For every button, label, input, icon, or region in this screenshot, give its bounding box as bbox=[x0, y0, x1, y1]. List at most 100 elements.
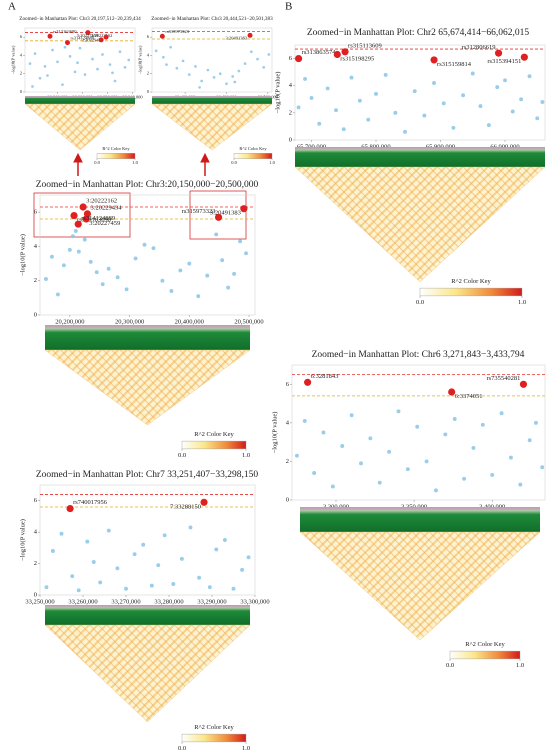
y-tick-label: 4 bbox=[34, 243, 38, 250]
snp-point bbox=[188, 525, 193, 530]
snp-point bbox=[509, 455, 513, 460]
snp-point bbox=[98, 580, 103, 585]
snp-label: 3:20227459 bbox=[89, 220, 120, 227]
snp-point bbox=[67, 247, 72, 252]
snp-label: rs315159814 bbox=[437, 61, 472, 68]
y-tick-label: 0 bbox=[286, 496, 289, 503]
y-tick-label: 4 bbox=[34, 529, 38, 536]
color-key bbox=[181, 733, 247, 743]
snp-point bbox=[302, 418, 307, 423]
ld-heatmap bbox=[294, 166, 546, 283]
snp-point bbox=[387, 449, 392, 454]
ld-band bbox=[25, 96, 135, 104]
snp-point bbox=[63, 45, 67, 49]
snp-point bbox=[317, 121, 322, 126]
snp-point bbox=[499, 411, 504, 416]
snp-point bbox=[91, 57, 94, 61]
chart-title: Zoomed−in Manhattan Plot: Chr3 20,444,52… bbox=[151, 16, 273, 22]
snp-point bbox=[222, 538, 227, 542]
snp-point bbox=[162, 533, 167, 538]
snp-point bbox=[197, 575, 202, 580]
snp-point bbox=[49, 254, 54, 259]
snp-label: 3:20227459 bbox=[77, 33, 99, 38]
snp-point bbox=[68, 54, 72, 58]
lead-snp bbox=[247, 32, 253, 38]
lead-snp bbox=[70, 211, 78, 220]
chart-title: Zoomed−in Manhattan Plot: Chr6 3,271,843… bbox=[312, 350, 525, 360]
color-key-label: 0.0 bbox=[446, 662, 454, 669]
snp-point bbox=[377, 480, 382, 485]
snp-point bbox=[61, 263, 66, 268]
snp-point bbox=[44, 277, 48, 281]
snp-label: rs314124889 bbox=[71, 36, 95, 41]
snp-point bbox=[471, 445, 476, 450]
snp-point bbox=[296, 105, 301, 110]
lead-snp bbox=[47, 33, 53, 39]
snp-point bbox=[124, 287, 129, 292]
snp-point bbox=[83, 73, 87, 76]
ld-band bbox=[152, 96, 272, 104]
lead-snp bbox=[159, 33, 165, 39]
snp-point bbox=[334, 108, 338, 113]
plot-area bbox=[294, 44, 546, 141]
snp-label: 7:33288150 bbox=[170, 503, 201, 510]
color-key bbox=[181, 440, 247, 450]
snp-point bbox=[82, 237, 87, 242]
color-key-title: R^2 Color Key bbox=[239, 146, 267, 151]
ld-heatmap bbox=[24, 103, 136, 151]
snp-point bbox=[200, 79, 204, 83]
y-tick-label: 6 bbox=[20, 34, 23, 39]
snp-point bbox=[108, 63, 112, 66]
snp-point bbox=[70, 234, 75, 239]
snp-point bbox=[451, 125, 456, 130]
snp-label: 3:20222162 bbox=[86, 198, 117, 205]
chart-title: Zoomed−in Manhattan Plot: Chr2 65,674,41… bbox=[307, 28, 530, 38]
color-key-label: 0.0 bbox=[178, 745, 186, 751]
snp-point bbox=[405, 467, 410, 472]
color-key-label: 0.0 bbox=[416, 299, 424, 306]
lead-snp bbox=[65, 40, 70, 46]
snp-point bbox=[393, 110, 398, 115]
arrows bbox=[73, 152, 210, 176]
y-tick-label: 0 bbox=[20, 89, 23, 94]
snp-point bbox=[432, 81, 437, 85]
snp-point bbox=[212, 76, 216, 79]
snp-point bbox=[106, 266, 111, 271]
color-key bbox=[233, 153, 273, 159]
snp-point bbox=[133, 256, 138, 261]
snp-point bbox=[341, 127, 346, 132]
snp-label: rs313863574 bbox=[302, 49, 337, 56]
snp-point bbox=[154, 49, 158, 53]
x-tick-label: 20,400,000 bbox=[175, 319, 204, 326]
snp-point bbox=[206, 68, 210, 72]
lead-snp bbox=[98, 37, 104, 43]
snp-point bbox=[340, 444, 345, 448]
lead-snp bbox=[341, 48, 349, 56]
snp-point bbox=[91, 560, 96, 564]
snp-point bbox=[366, 117, 371, 122]
snp-point bbox=[231, 586, 236, 591]
snp-point bbox=[115, 566, 120, 571]
y-tick-label: 2 bbox=[34, 277, 37, 284]
snp-point bbox=[434, 488, 438, 493]
snp-point bbox=[106, 528, 111, 533]
snp-point bbox=[194, 65, 197, 68]
snp-label: 3:20491383 bbox=[210, 210, 241, 217]
snp-point bbox=[169, 289, 174, 293]
snp-point bbox=[43, 65, 47, 68]
snp-point bbox=[535, 116, 540, 121]
snp-point bbox=[218, 72, 222, 76]
y-tick-label: 0 bbox=[34, 311, 37, 318]
snp-point bbox=[76, 61, 79, 65]
color-key-label: 0.0 bbox=[94, 160, 100, 165]
snp-point bbox=[519, 97, 524, 102]
lead-snp bbox=[82, 215, 90, 223]
lead-snp bbox=[240, 205, 248, 213]
snp-point bbox=[368, 436, 373, 441]
y-tick-label: 6 bbox=[147, 34, 150, 39]
x-tick-label: 33,270,000 bbox=[111, 599, 140, 606]
snp-point bbox=[540, 100, 545, 104]
snp-point bbox=[443, 432, 448, 437]
color-key-title: R^2 Color Key bbox=[194, 431, 234, 438]
lead-snp bbox=[520, 53, 528, 61]
